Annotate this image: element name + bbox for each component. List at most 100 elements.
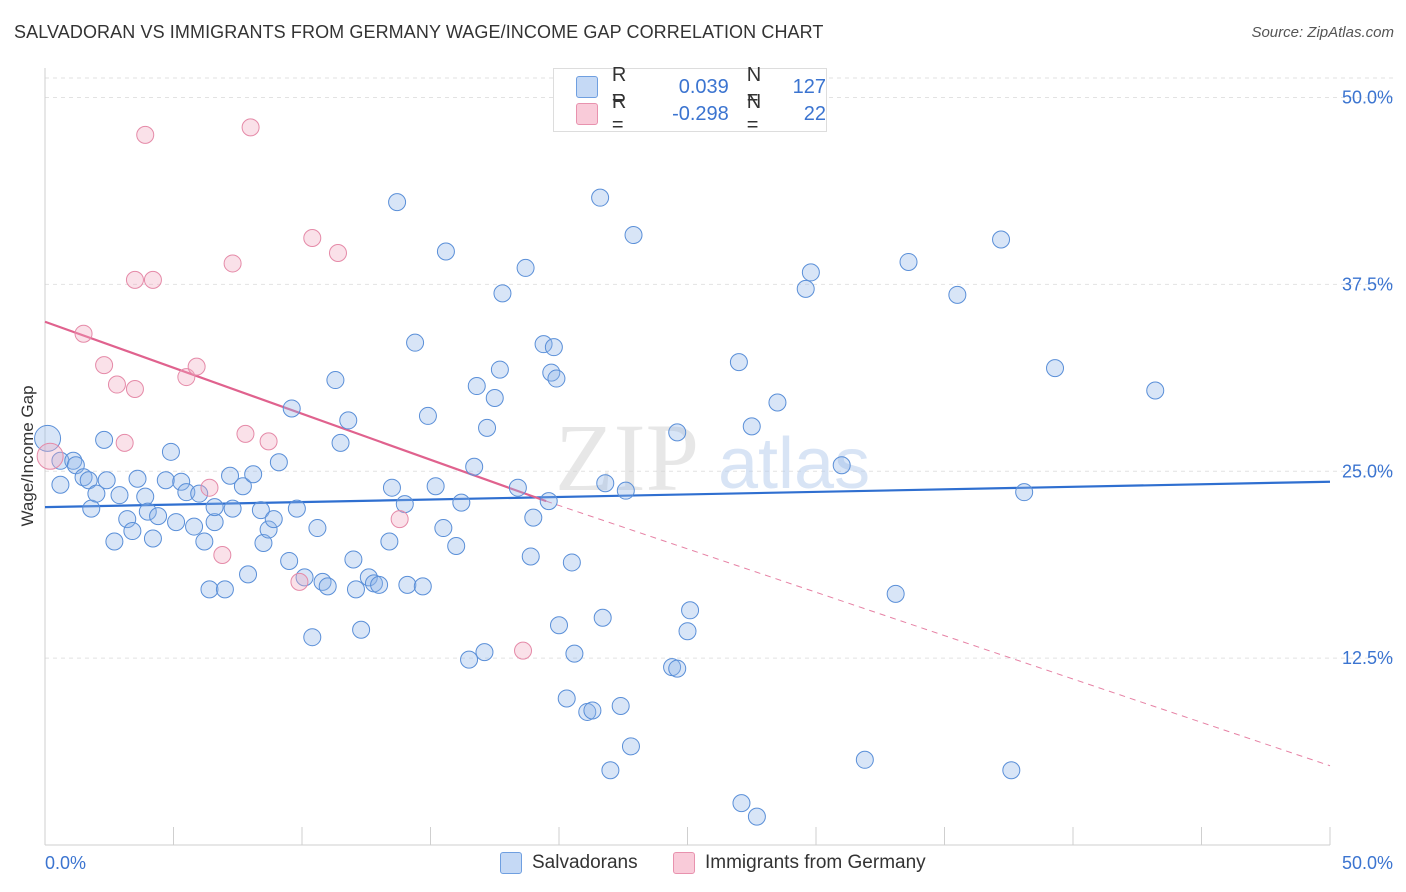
- salvadoran-point: [352, 620, 371, 639]
- salvadoran-point: [143, 529, 162, 548]
- salvadoran-point: [395, 495, 414, 514]
- salvadoran-point: [136, 487, 155, 506]
- salvadoran-point: [105, 532, 124, 551]
- salvadoran-point: [280, 551, 299, 570]
- salvadoran-point: [493, 284, 512, 303]
- salvadoran-point: [195, 532, 214, 551]
- salvadoran-point: [591, 188, 610, 207]
- salvadoran-point: [547, 369, 566, 388]
- salvadoran-point: [97, 471, 116, 490]
- germany-point: [514, 641, 533, 660]
- y-tick-label: 25.0%: [1342, 461, 1393, 481]
- salvadoran-point: [616, 481, 635, 500]
- salvadoran-point: [490, 360, 509, 379]
- salvadoran-point: [1015, 483, 1034, 502]
- salvadoran-point: [508, 478, 527, 497]
- salvadoran-point: [123, 522, 142, 541]
- salvadoran-point: [259, 520, 278, 539]
- germany-point: [107, 375, 126, 394]
- salvadoran-point: [747, 807, 766, 826]
- salvadoran-point: [534, 335, 553, 354]
- source-label: Source: ZipAtlas.com: [1251, 24, 1394, 41]
- correlation-legend: R = 0.039 N = 127 R = -0.298 N = 22: [553, 64, 827, 136]
- salvadoran-point: [796, 279, 815, 298]
- salvadoran-point: [128, 469, 147, 488]
- salvadoran-point: [331, 433, 350, 452]
- salvadoran-point: [110, 486, 129, 505]
- salvadoran-point: [167, 513, 186, 532]
- germany-point: [36, 442, 64, 470]
- salvadoran-point: [832, 456, 851, 475]
- trend-lines: [44, 320, 1331, 767]
- salvadoran-point: [79, 471, 98, 490]
- salvadoran-point: [742, 417, 761, 436]
- salvadoran-point: [185, 517, 204, 536]
- series-swatch-salvadorans: [500, 852, 522, 874]
- legend-r-label: R =: [611, 64, 627, 109]
- salvadoran-point: [1002, 761, 1021, 780]
- salvadoran-point: [303, 628, 322, 647]
- salvadoran-point: [557, 689, 576, 708]
- germany-point: [187, 357, 206, 376]
- salvadoran-point: [382, 478, 401, 497]
- salvadoran-point: [205, 513, 224, 532]
- x-tick-labels: 0.0% 50.0%: [45, 853, 1393, 873]
- germany-point: [213, 545, 232, 564]
- salvadoran-point: [678, 622, 697, 641]
- germany-point: [290, 572, 309, 591]
- legend-n-label: N =: [746, 91, 762, 136]
- salvadoran-point: [264, 510, 283, 529]
- germany-point: [125, 380, 144, 399]
- salvadoran-point: [223, 499, 242, 518]
- salvadoran-point: [668, 659, 687, 678]
- x-tick-label: 0.0%: [45, 853, 86, 873]
- salvadoran-point: [251, 501, 270, 520]
- salvadoran-point: [74, 468, 93, 487]
- legend-r-value: -0.298: [672, 102, 729, 125]
- germany-point: [95, 356, 114, 375]
- salvadoran-point: [668, 423, 687, 442]
- y-axis-label: Wage/Income Gap: [18, 385, 37, 526]
- germany-point: [136, 125, 155, 144]
- series-legend: Salvadorans Immigrants from Germany: [0, 852, 1406, 878]
- y-tick-label: 37.5%: [1342, 274, 1393, 294]
- legend-n-value: 127: [792, 75, 826, 98]
- salvadoran-point: [156, 471, 175, 490]
- salvadoran-point: [768, 393, 787, 412]
- salvadoran-point: [583, 701, 602, 720]
- salvadoran-point: [269, 453, 288, 472]
- salvadoran-point: [346, 580, 365, 599]
- salvadoran-point: [565, 644, 584, 663]
- legend-row-salvadorans: R = 0.039 N = 127: [576, 64, 826, 109]
- salvadoran-point: [287, 499, 306, 518]
- salvadoran-point: [434, 519, 453, 538]
- salvadoran-point: [624, 226, 643, 245]
- salvadoran-point: [339, 411, 358, 430]
- salvadoran-point: [418, 406, 437, 425]
- salvadoran-point: [596, 474, 615, 493]
- germany-point: [241, 118, 260, 137]
- salvadoran-point: [447, 537, 466, 555]
- series-label-germany: Immigrants from Germany: [705, 852, 926, 873]
- legend-r-value: 0.039: [678, 75, 729, 98]
- salvadoran-point: [524, 508, 543, 527]
- salvadoran-point: [426, 477, 445, 496]
- salvadoran-point: [51, 475, 70, 494]
- salvadoran-point: [732, 794, 751, 813]
- legend-n-value: 22: [803, 102, 826, 125]
- legend-r-label: R =: [611, 91, 627, 136]
- salvadoran-point: [388, 193, 407, 212]
- salvadoran-point: [149, 507, 168, 526]
- salvadoran-point: [899, 252, 918, 271]
- salvadoran-point: [308, 519, 327, 538]
- watermark: ZIP atlas: [555, 404, 870, 511]
- germany-point: [328, 243, 347, 262]
- legend-swatch-germany: [576, 103, 598, 125]
- salvadoran-point: [593, 608, 612, 627]
- salvadoran-point: [118, 510, 137, 529]
- salvadoran-point: [542, 363, 561, 382]
- salvadoran-point: [221, 466, 240, 485]
- germany-point: [143, 270, 162, 289]
- salvadoran-point: [413, 577, 432, 596]
